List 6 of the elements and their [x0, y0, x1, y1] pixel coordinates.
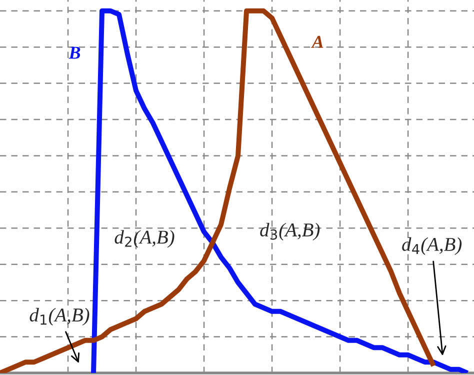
- series-label: A: [310, 36, 324, 48]
- annotation: d$_{1}$(A,B): [30, 308, 90, 326]
- series-label: B: [68, 46, 80, 59]
- annotation: d$_{3}$(A,B): [260, 222, 320, 240]
- annotation: d$_{4}$(A,B): [402, 237, 462, 255]
- annotation: d$_{2}$(A,B): [114, 230, 174, 248]
